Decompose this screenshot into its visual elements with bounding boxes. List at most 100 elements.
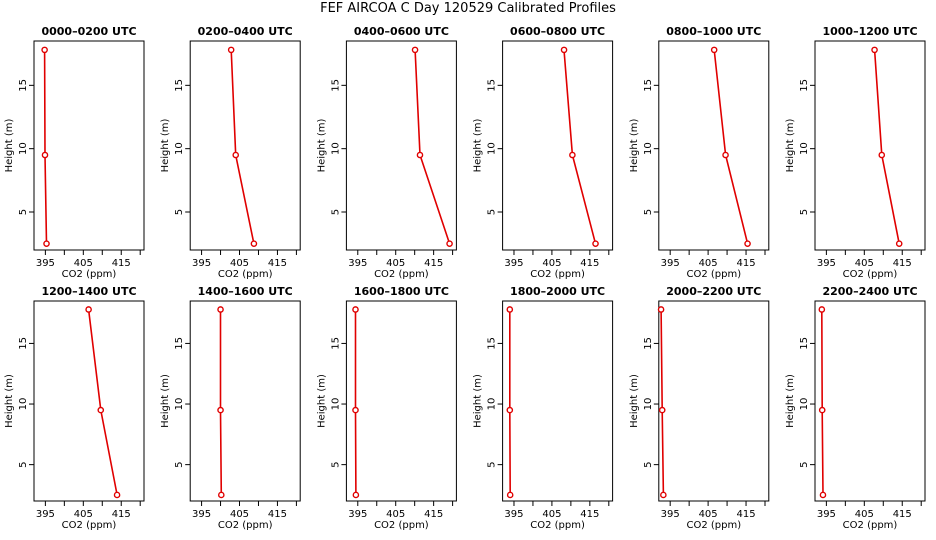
x-tick-label: 395 [36, 258, 55, 269]
y-tick-label: 10 [643, 398, 654, 411]
panel-title: 0000–0200 UTC [41, 25, 136, 38]
y-axis-label: Height (m) [785, 119, 796, 173]
x-axis-label: CO2 (ppm) [218, 269, 273, 280]
x-tick-label: 395 [192, 509, 211, 520]
y-tick-label: 15 [643, 79, 654, 92]
plot-frame [814, 40, 926, 251]
data-point [506, 306, 514, 313]
panel-4: 0800–1000 UTC 395 405 415 5 10 15 CO2 (ppm) Heig… [629, 25, 770, 280]
x-tick-label: 415 [268, 258, 287, 269]
profile-line [219, 309, 223, 495]
profile-line [43, 49, 48, 244]
y-tick-label: 15 [487, 79, 498, 92]
panel-10: 2000–2200 UTC 395 405 415 5 10 15 CO2 (ppm) Heig… [629, 285, 770, 531]
x-tick-label: 395 [817, 509, 836, 520]
data-point [660, 491, 667, 499]
y-tick-label: 5 [18, 209, 29, 215]
plot-frame [658, 300, 770, 502]
y-tick-label: 15 [487, 337, 498, 350]
y-tick-label: 10 [18, 142, 29, 155]
panel-title: 1000–1200 UTC [822, 25, 917, 38]
x-tick-label: 405 [230, 258, 249, 269]
data-point [352, 306, 359, 313]
x-tick-label: 395 [817, 258, 836, 269]
panel-title: 1600–1800 UTC [354, 285, 449, 298]
y-tick-label: 5 [330, 461, 341, 467]
plot-frame [189, 40, 301, 251]
data-point [217, 406, 224, 414]
x-axis-label: CO2 (ppm) [843, 269, 898, 280]
y-tick-label: 5 [174, 209, 185, 215]
data-point [113, 491, 121, 499]
y-tick-label: 5 [18, 461, 29, 467]
x-tick-label: 415 [424, 258, 443, 269]
y-tick-label: 10 [330, 142, 341, 155]
y-tick-label: 15 [799, 337, 810, 350]
y-tick-label: 10 [487, 142, 498, 155]
panel-title: 1400–1600 UTC [198, 285, 293, 298]
x-tick-label: 405 [542, 258, 561, 269]
panel-2: 0400–0600 UTC 395 405 415 5 10 15 CO2 (ppm) Heig… [316, 25, 457, 280]
data-point [446, 240, 453, 247]
y-axis-label: Height (m) [629, 374, 640, 428]
x-axis-label: CO2 (ppm) [62, 520, 117, 531]
plot-frame [502, 300, 614, 502]
x-tick-label: 415 [893, 509, 912, 520]
profile-line [230, 49, 255, 244]
panel-8: 1600–1800 UTC 395 405 415 5 10 15 CO2 (ppm) Heig… [316, 285, 457, 531]
y-axis-label: Height (m) [316, 374, 327, 428]
plot-frame [502, 40, 614, 251]
x-tick-label: 415 [580, 509, 599, 520]
data-point [85, 306, 92, 313]
plot-frame [33, 40, 145, 251]
x-axis-label: CO2 (ppm) [374, 520, 429, 531]
panel-title: 2000–2200 UTC [666, 285, 761, 298]
y-axis-label: Height (m) [160, 119, 171, 173]
x-tick-label: 405 [855, 509, 874, 520]
x-tick-label: 405 [230, 509, 249, 520]
y-tick-label: 15 [18, 79, 29, 92]
plot-frame [345, 300, 457, 502]
data-point [895, 240, 903, 247]
y-tick-label: 15 [18, 337, 29, 350]
x-axis-label: CO2 (ppm) [686, 520, 741, 531]
x-tick-label: 405 [386, 509, 405, 520]
data-point [217, 306, 224, 313]
y-tick-label: 10 [18, 398, 29, 411]
y-axis-label: Height (m) [4, 374, 15, 428]
y-tick-label: 15 [330, 79, 341, 92]
data-point [569, 151, 576, 159]
data-point [871, 46, 878, 54]
x-tick-label: 415 [424, 509, 443, 520]
data-point [41, 151, 49, 159]
data-point [218, 491, 225, 499]
panel-title: 0400–0600 UTC [354, 25, 449, 38]
data-point [506, 491, 514, 499]
data-point [411, 46, 419, 54]
data-point [97, 406, 105, 414]
plot-frame [814, 300, 926, 502]
panel-11: 2200–2400 UTC 395 405 415 5 10 15 CO2 (ppm) Heig… [785, 285, 926, 531]
x-axis-label: CO2 (ppm) [843, 520, 898, 531]
x-tick-label: 405 [542, 509, 561, 520]
y-tick-label: 5 [799, 461, 810, 467]
figure-title: FEF AIRCOA C Day 120529 Calibrated Profi… [320, 1, 616, 16]
y-tick-label: 5 [487, 209, 498, 215]
x-tick-label: 405 [74, 258, 93, 269]
panel-title: 1200–1400 UTC [41, 285, 136, 298]
y-tick-label: 10 [174, 398, 185, 411]
y-tick-label: 5 [799, 209, 810, 215]
panel-9: 1800–2000 UTC 395 405 415 5 10 15 CO2 (ppm) Heig… [473, 285, 614, 531]
x-tick-label: 415 [112, 258, 131, 269]
x-tick-label: 405 [386, 258, 405, 269]
data-point [819, 491, 827, 499]
x-axis-label: CO2 (ppm) [218, 520, 273, 531]
x-axis-label: CO2 (ppm) [530, 520, 585, 531]
x-tick-label: 405 [699, 258, 718, 269]
y-tick-label: 10 [799, 398, 810, 411]
profile-line [660, 309, 665, 495]
panel-5: 1000–1200 UTC 395 405 415 5 10 15 CO2 (ppm) Heig… [785, 25, 926, 280]
x-tick-label: 405 [699, 509, 718, 520]
x-tick-label: 415 [736, 258, 755, 269]
